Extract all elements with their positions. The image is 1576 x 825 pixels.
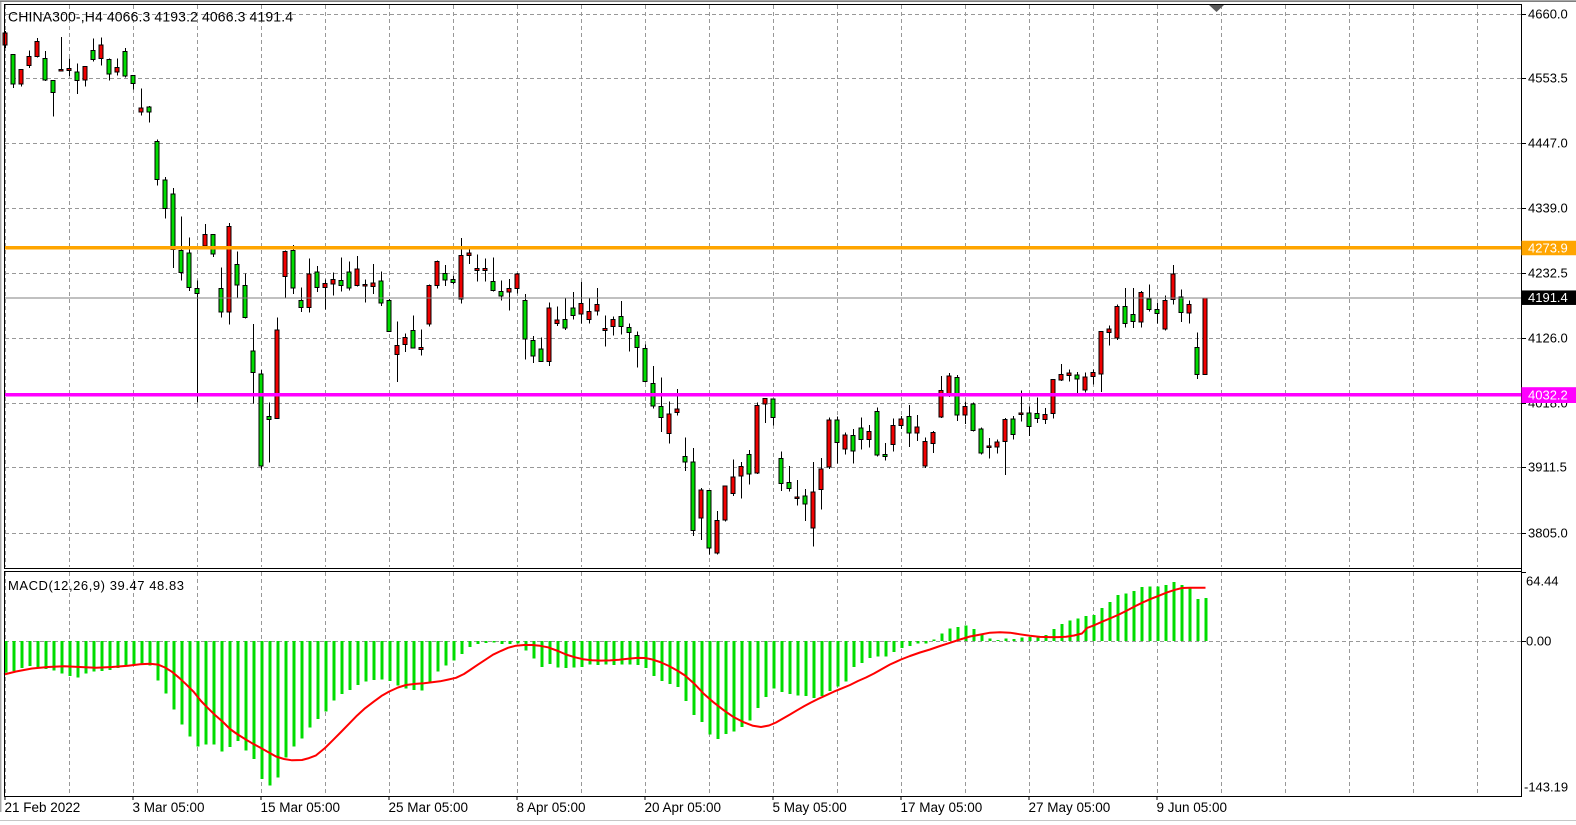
svg-text:21 Feb 2022: 21 Feb 2022: [5, 800, 81, 815]
svg-text:-143.19: -143.19: [1524, 780, 1568, 795]
svg-text:MACD(12,26,9) 39.47 48.83: MACD(12,26,9) 39.47 48.83: [8, 578, 184, 593]
svg-text:64.44: 64.44: [1526, 574, 1559, 589]
svg-text:15 Mar 05:00: 15 Mar 05:00: [261, 800, 341, 815]
svg-text:4660.0: 4660.0: [1528, 7, 1568, 22]
svg-text:4032.2: 4032.2: [1528, 388, 1568, 403]
svg-text:4339.0: 4339.0: [1528, 201, 1568, 216]
svg-text:3805.0: 3805.0: [1528, 526, 1568, 541]
svg-text:4553.5: 4553.5: [1528, 71, 1568, 86]
svg-text:4273.9: 4273.9: [1528, 241, 1568, 256]
svg-text:4126.0: 4126.0: [1528, 331, 1568, 346]
svg-text:8 Apr 05:00: 8 Apr 05:00: [517, 800, 586, 815]
svg-text:17 May 05:00: 17 May 05:00: [901, 800, 983, 815]
svg-text:3911.5: 3911.5: [1528, 460, 1567, 475]
svg-text:CHINA300-,H4 4066.3 4193.2 40: CHINA300-,H4 4066.3 4193.2 4066.3 4191.4: [8, 9, 293, 25]
svg-text:5 May 05:00: 5 May 05:00: [773, 800, 847, 815]
svg-text:20 Apr 05:00: 20 Apr 05:00: [645, 800, 722, 815]
svg-text:4232.5: 4232.5: [1528, 266, 1568, 281]
svg-text:4191.4: 4191.4: [1528, 290, 1568, 305]
svg-text:4447.0: 4447.0: [1528, 136, 1568, 151]
svg-text:27 May 05:00: 27 May 05:00: [1029, 800, 1111, 815]
svg-text:3 Mar 05:00: 3 Mar 05:00: [133, 800, 205, 815]
svg-text:25 Mar 05:00: 25 Mar 05:00: [389, 800, 469, 815]
svg-text:0.00: 0.00: [1526, 634, 1551, 649]
svg-text:9 Jun 05:00: 9 Jun 05:00: [1157, 800, 1228, 815]
